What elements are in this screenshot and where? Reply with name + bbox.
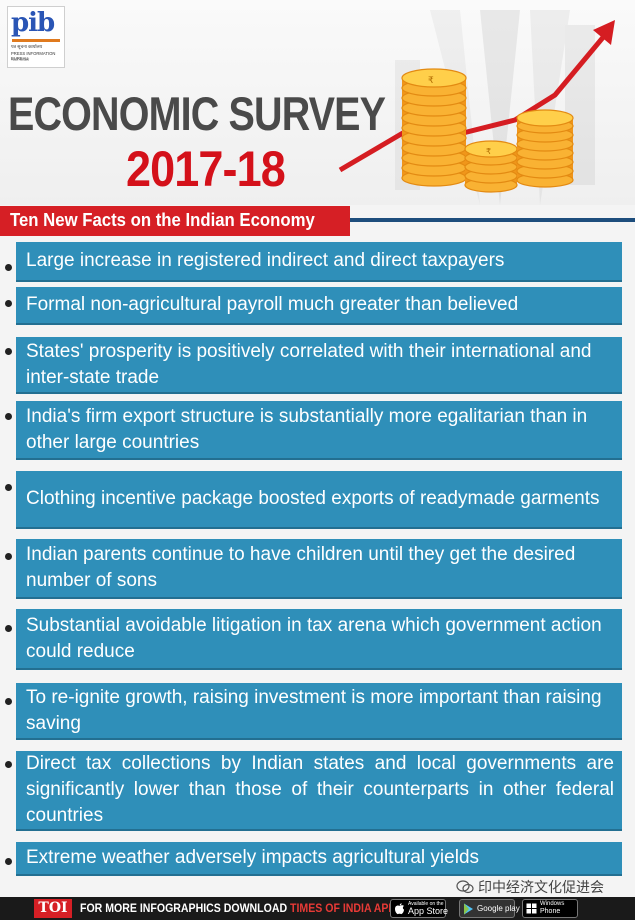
app-store-small: Available on the <box>408 901 444 907</box>
windows-icon <box>526 903 537 914</box>
app-store-badge[interactable]: Available on the App Store <box>390 899 449 918</box>
wechat-icon <box>456 880 474 894</box>
windows-small: Windows <box>540 901 565 907</box>
rupee-icon: ₹ <box>486 147 491 156</box>
bullet-icon <box>5 413 12 420</box>
fact-item: Substantial avoidable litigation in tax … <box>16 609 622 670</box>
watermark-text: 印中经济文化促进会 <box>478 879 604 895</box>
footer-text: FOR MORE INFOGRAPHICS DOWNLOAD <box>80 901 288 915</box>
subtitle-banner: Ten New Facts on the Indian Economy <box>0 206 635 236</box>
logo-mark: pib <box>11 8 55 38</box>
footer-app-name: TIMES OF INDIA APP <box>290 901 396 915</box>
bullet-icon <box>5 264 12 271</box>
google-play-badge[interactable]: Google play <box>459 899 520 918</box>
fact-item: Direct tax collections by Indian states … <box>16 751 622 831</box>
google-play-icon <box>464 903 473 915</box>
bullet-icon <box>5 300 12 307</box>
subtitle-background: Ten New Facts on the Indian Economy <box>0 206 350 236</box>
fact-item: Large increase in registered indirect an… <box>16 242 622 282</box>
coin-stack-icon <box>516 109 574 188</box>
page-title: ECONOMIC SURVEY <box>8 87 386 140</box>
fact-item: Indian parents continue to have children… <box>16 539 622 599</box>
coin-stack-icon: ₹ <box>401 68 467 187</box>
logo-divider <box>12 39 60 42</box>
header: pib पत्र सूचना कार्यालय PRESS INFORMATIO… <box>0 0 635 205</box>
bullet-icon <box>5 698 12 705</box>
toi-logo: TOI <box>34 899 72 918</box>
coin-stack-icon: ₹ <box>464 140 518 193</box>
subtitle: Ten New Facts on the Indian Economy <box>10 210 315 230</box>
bullet-icon <box>5 484 12 491</box>
logo-line-hindi: पत्र सूचना कार्यालय <box>11 44 43 49</box>
bullet-icon <box>5 625 12 632</box>
footer: TOI FOR MORE INFOGRAPHICS DOWNLOAD TIMES… <box>0 897 635 920</box>
coin-growth-illustration: ₹ ₹ <box>338 10 615 205</box>
fact-item: States' prosperity is positively correla… <box>16 337 622 394</box>
google-play-label: Google play <box>477 904 520 913</box>
logo-line-govt: भारत सरकार <box>11 58 29 62</box>
fact-item: To re-ignite growth, raising investment … <box>16 683 622 740</box>
bullet-icon <box>5 553 12 560</box>
bullet-icon <box>5 761 12 768</box>
footer-cta: FOR MORE INFOGRAPHICS DOWNLOAD TIMES OF … <box>80 901 395 915</box>
watermark: 印中经济文化促进会 <box>478 877 604 897</box>
bullet-icon <box>5 858 12 865</box>
subtitle-rule <box>350 218 635 222</box>
logo-line-english: PRESS INFORMATION BUREAU <box>11 51 56 61</box>
fact-item: Formal non-agricultural payroll much gre… <box>16 287 622 325</box>
windows-label: Phone <box>540 908 561 915</box>
rupee-icon: ₹ <box>428 76 434 86</box>
bullet-icon <box>5 348 12 355</box>
app-store-label: App Store <box>408 906 449 916</box>
fact-item: Clothing incentive package boosted expor… <box>16 471 622 529</box>
survey-year: 2017-18 <box>126 141 286 197</box>
fact-item: India's firm export structure is substan… <box>16 401 622 460</box>
fact-item: Extreme weather adversely impacts agricu… <box>16 842 622 876</box>
windows-phone-badge[interactable]: Windows Phone <box>522 899 578 918</box>
pib-logo: pib पत्र सूचना कार्यालय PRESS INFORMATIO… <box>7 6 65 68</box>
apple-icon <box>395 903 404 915</box>
